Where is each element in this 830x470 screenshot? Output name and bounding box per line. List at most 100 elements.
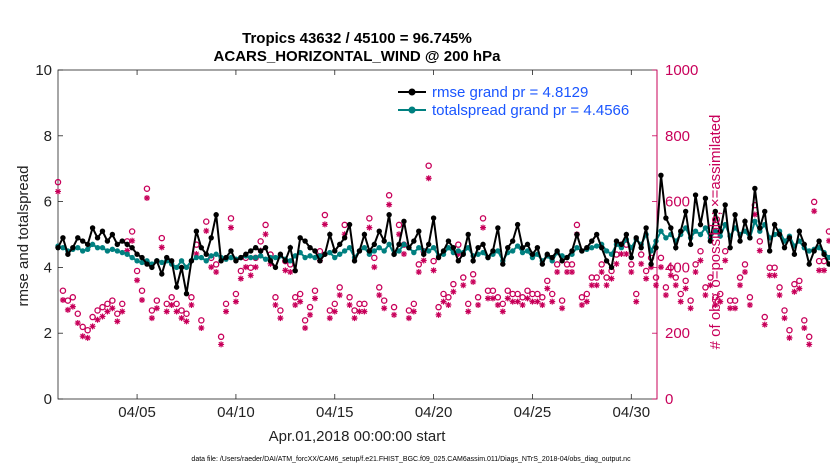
possible-obs-point	[731, 297, 739, 304]
rmse-point	[292, 267, 298, 274]
assimilated-obs-point	[583, 298, 590, 305]
rmse-point	[297, 235, 303, 241]
totalspread-point	[104, 248, 111, 254]
assimilated-obs-point	[351, 315, 358, 322]
rmse-point	[450, 244, 457, 251]
possible-obs-point	[296, 290, 304, 298]
possible-obs-point	[583, 290, 591, 298]
rmse-point	[435, 254, 442, 261]
possible-obs-point	[104, 300, 111, 308]
rmse-point	[89, 225, 96, 231]
rmse-point	[727, 244, 733, 251]
possible-obs-point	[385, 192, 393, 199]
assimilated-obs-point	[326, 315, 333, 322]
possible-obs-point	[410, 300, 418, 308]
totalspread-point	[692, 228, 699, 234]
rmse-point	[99, 228, 106, 234]
assimilated-obs-point	[173, 308, 180, 315]
rmse-point	[579, 248, 585, 254]
possible-obs-point	[128, 228, 136, 235]
rmse-point	[584, 244, 590, 251]
rmse-point	[598, 244, 605, 251]
rmse-point	[613, 238, 620, 244]
assimilated-obs-point	[435, 311, 442, 318]
assimilated-obs-point	[391, 311, 398, 318]
assimilated-obs-point	[79, 333, 86, 340]
assimilated-obs-point	[514, 298, 521, 305]
rmse-point	[603, 258, 610, 264]
assimilated-obs-point	[341, 231, 348, 238]
totalspread-point	[603, 248, 610, 254]
rmse-point	[757, 225, 763, 231]
totalspread-point	[99, 244, 106, 251]
rmse-point	[653, 244, 659, 251]
possible-obs-point	[291, 294, 299, 301]
rmse-point	[84, 241, 91, 248]
possible-obs-point	[469, 271, 477, 278]
possible-obs-point	[148, 307, 156, 314]
assimilated-obs-point	[776, 292, 783, 299]
assimilated-obs-point	[203, 227, 210, 234]
assimilated-obs-point	[450, 288, 457, 295]
totalspread-point	[416, 244, 422, 251]
assimilated-obs-point	[336, 292, 343, 299]
assimilated-obs-point	[821, 267, 828, 274]
totalspread-point	[514, 243, 521, 249]
rmse-point	[193, 228, 200, 234]
rmse-point	[213, 212, 219, 218]
possible-obs-point	[346, 294, 353, 301]
rmse-point	[317, 258, 323, 264]
rmse-point	[776, 231, 783, 238]
assimilated-obs-point	[134, 277, 141, 284]
y2-tick-label: 1000	[665, 62, 698, 79]
rmse-point	[678, 228, 684, 234]
rmse-point	[786, 235, 793, 241]
possible-obs-point	[593, 274, 600, 281]
rmse-point	[762, 208, 768, 215]
assimilated-obs-point	[74, 320, 81, 327]
rmse-point	[574, 231, 580, 238]
totalspread-point	[84, 246, 91, 253]
rmse-point	[129, 244, 135, 251]
assimilated-obs-point	[702, 292, 709, 299]
rmse-point	[371, 241, 378, 248]
assimilated-obs-point	[386, 201, 393, 208]
possible-obs-point	[321, 211, 329, 219]
totalspread-point	[386, 241, 392, 248]
possible-obs-point	[143, 185, 151, 192]
rmse-point	[257, 248, 264, 254]
x-axis-label: Apr.01,2018 00:00:00 start	[269, 428, 447, 445]
assimilated-obs-point	[272, 301, 279, 308]
assimilated-obs-point	[376, 292, 383, 299]
totalspread-point	[430, 244, 437, 251]
assimilated-obs-point	[208, 264, 215, 271]
possible-obs-point	[746, 294, 754, 301]
possible-obs-point	[712, 294, 719, 301]
assimilated-obs-point	[188, 301, 195, 308]
possible-obs-point	[415, 261, 423, 268]
assimilated-obs-point	[588, 282, 595, 289]
rmse-point	[282, 258, 289, 264]
rmse-point	[243, 251, 249, 257]
rmse-point	[248, 248, 254, 254]
possible-obs-point	[212, 261, 220, 268]
assimilated-obs-point	[618, 250, 625, 257]
totalspread-point	[178, 258, 185, 264]
totalspread-point	[332, 254, 338, 261]
rmse-point	[149, 264, 155, 271]
rmse-point	[608, 264, 615, 271]
totalspread-point	[139, 259, 145, 266]
y-tick-label: 0	[44, 391, 52, 408]
possible-obs-point	[519, 294, 526, 301]
totalspread-point	[425, 248, 432, 254]
assimilated-obs-point	[321, 221, 328, 228]
rmse-point	[144, 261, 150, 267]
rmse-point	[559, 258, 565, 264]
rmse-point	[327, 231, 333, 238]
y2-axis-label: # of obs: o=possible; ×=assimilated	[707, 115, 724, 350]
rmse-point	[460, 251, 466, 257]
possible-obs-point	[687, 297, 694, 304]
rmse-point	[470, 258, 476, 264]
possible-obs-point	[578, 294, 586, 301]
legend-rmse-label: rmse grand pr = 4.8129	[432, 84, 588, 101]
